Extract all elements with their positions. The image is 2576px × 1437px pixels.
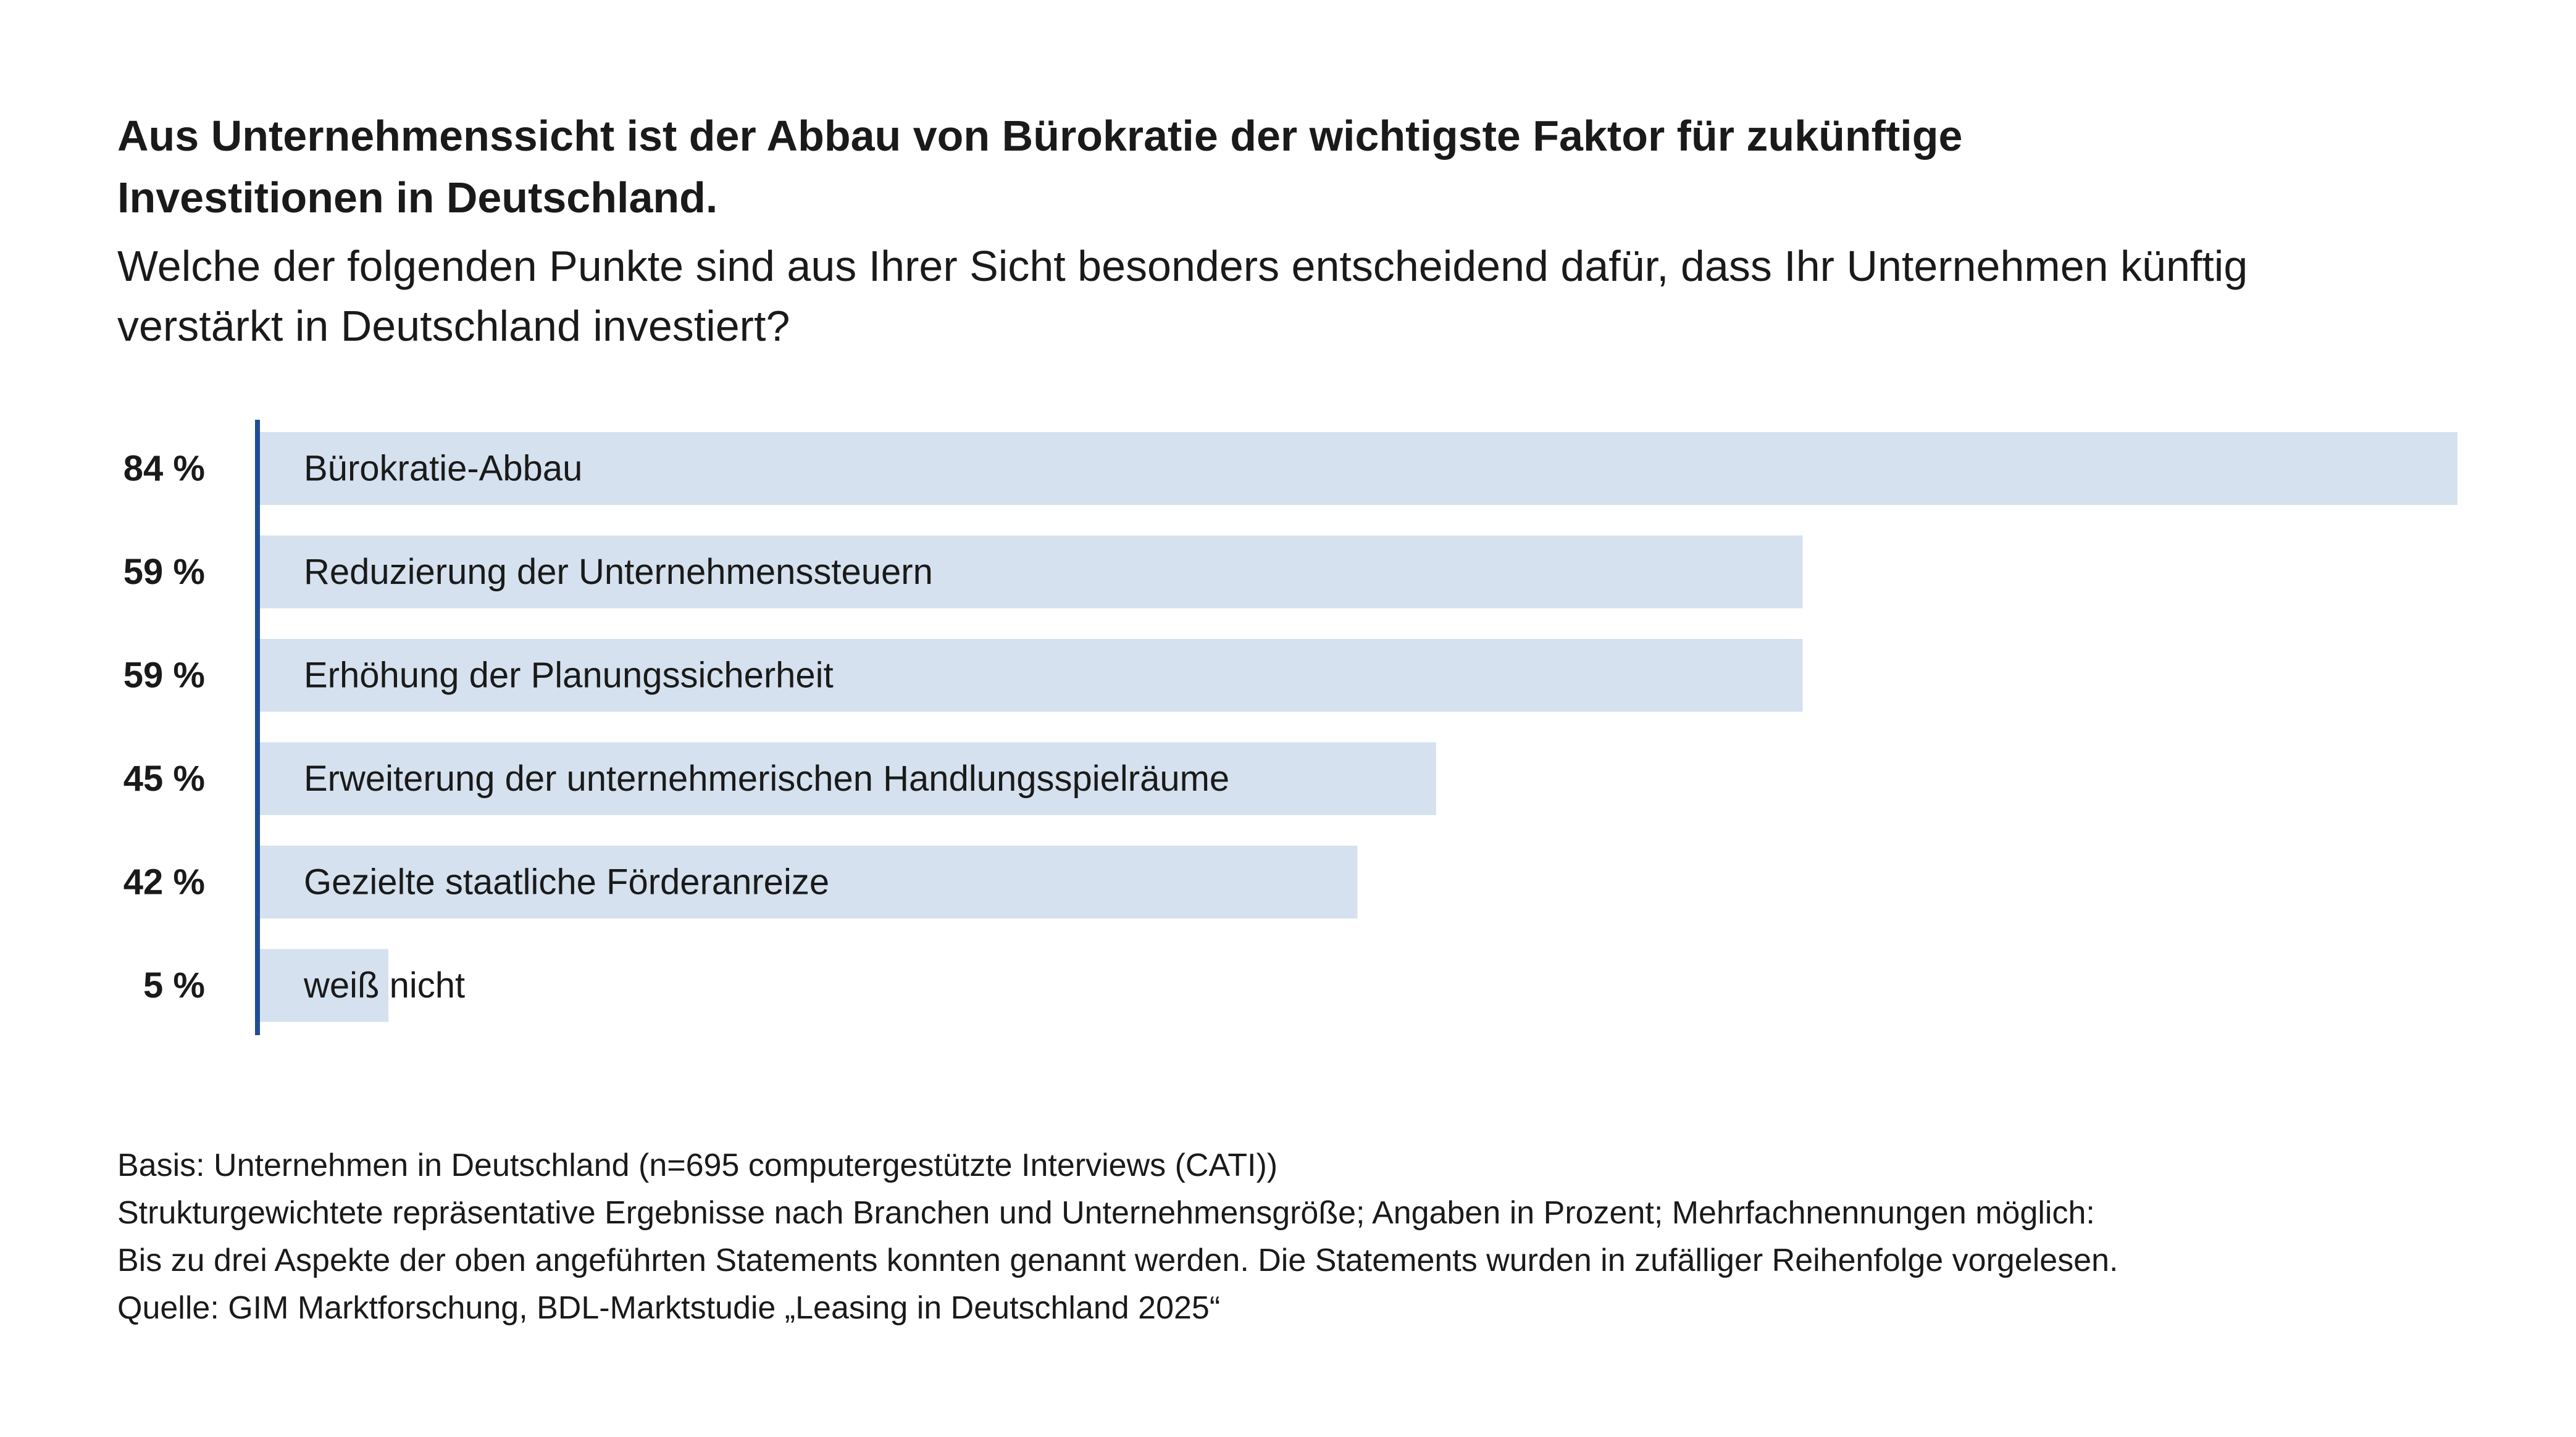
value-label-6: 5 %	[143, 965, 205, 1006]
bar-4	[257, 742, 1436, 815]
value-label-5: 42 %	[123, 862, 205, 902]
bar-5	[257, 846, 1358, 918]
category-label-3: Erhöhung der Planungssicherheit	[304, 656, 834, 696]
value-label-3: 59 %	[123, 656, 205, 696]
bar-1	[257, 432, 2457, 505]
value-label-2: 59 %	[123, 552, 205, 592]
bar-3	[257, 639, 1803, 712]
bar-chart: Bürokratie-Abbau Reduzierung der Unterneh…	[123, 420, 2457, 1035]
bar-6	[257, 949, 389, 1022]
bars-group	[257, 432, 2457, 1022]
value-labels-group: 84 % 59 % 59 % 45 % 42 % 5 %	[123, 449, 205, 1006]
value-label-4: 45 %	[123, 759, 205, 799]
category-label-1: Bürokratie-Abbau	[304, 449, 582, 489]
category-labels-group: Bürokratie-Abbau Reduzierung der Unterneh…	[303, 449, 1229, 1006]
footnote-method: Strukturgewichtete repräsentative Ergebn…	[117, 1195, 2095, 1231]
category-label-4: Erweiterung der unternehmerischen Handlu…	[304, 759, 1229, 799]
footnote-basis: Basis: Unternehmen in Deutschland (n=695…	[117, 1148, 1278, 1183]
chart-subtitle: Welche der folgenden Punkte sind aus Ihr…	[117, 242, 2248, 350]
category-label-2: Reduzierung der Unternehmenssteuern	[304, 552, 933, 592]
chart-title: Aus Unternehmenssicht ist der Abbau von …	[117, 112, 1963, 222]
category-label-6: weiß nicht	[303, 965, 465, 1006]
footnotes: Basis: Unternehmen in Deutschland (n=695…	[117, 1142, 2464, 1332]
footnote-aspects: Bis zu drei Aspekte der oben angeführten…	[117, 1243, 2118, 1278]
category-label-5: Gezielte staatliche Förderanreize	[304, 862, 829, 902]
value-label-1: 84 %	[123, 449, 205, 489]
footnote-source: Quelle: GIM Marktforschung, BDL-Marktstu…	[117, 1290, 1221, 1326]
bar-2	[257, 535, 1803, 609]
